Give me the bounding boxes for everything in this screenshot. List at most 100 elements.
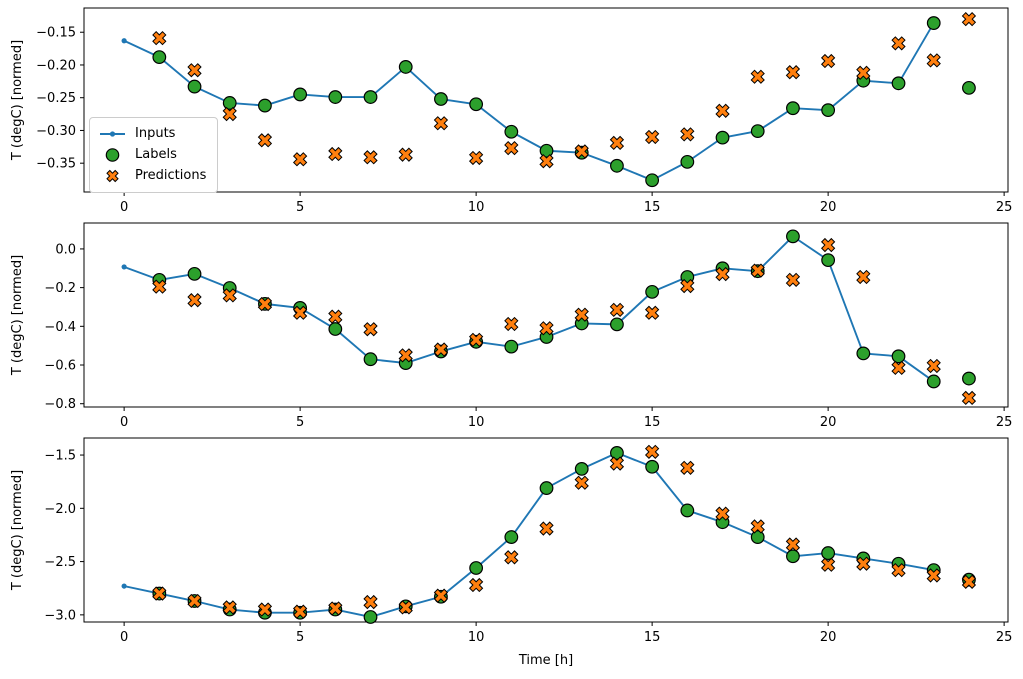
y-tick-label: −0.2 [44, 281, 76, 296]
y-tick-label: −1.5 [44, 449, 76, 464]
predictions-x-marker [891, 562, 906, 578]
labels-circle-marker [222, 96, 237, 110]
y-axis-label: T (degC) [normed] [10, 40, 25, 161]
labels-marker-series [152, 229, 976, 389]
labels-circle-marker [610, 158, 624, 173]
predictions-x-marker [292, 305, 308, 320]
predictions-x-marker [574, 475, 589, 490]
predictions-x-marker [891, 36, 906, 51]
predictions-x-marker [433, 342, 449, 357]
predictions-x-marker [328, 146, 343, 162]
labels-circle-marker [187, 79, 202, 94]
predictions-marker-series [152, 237, 977, 406]
inputs-line-series [121, 450, 937, 620]
predictions-x-marker [609, 456, 625, 471]
labels-circle-marker [715, 130, 730, 145]
labels-circle-marker [786, 549, 800, 564]
labels-circle-marker [750, 530, 765, 544]
predictions-x-marker [785, 272, 801, 288]
predictions-x-marker [398, 348, 413, 363]
inputs-line [123, 451, 934, 618]
labels-circle-marker [645, 459, 660, 474]
predictions-x-marker [539, 321, 554, 336]
predictions-x-marker [785, 65, 801, 80]
y-tick-label: −0.30 [36, 124, 76, 139]
labels-circle-marker [469, 561, 484, 575]
predictions-x-marker [820, 237, 836, 253]
labels-circle-marker [821, 253, 836, 268]
labels-circle-marker [434, 92, 448, 106]
predictions-x-marker [363, 594, 378, 610]
predictions-x-marker [961, 11, 977, 27]
predictions-x-marker [856, 65, 871, 80]
labels-circle-marker [645, 284, 660, 299]
labels-circle-marker [786, 101, 800, 116]
x-tick-label: 5 [296, 200, 304, 215]
predictions-x-marker [504, 140, 519, 156]
predictions-x-marker [292, 604, 308, 619]
predictions-x-marker [715, 103, 730, 118]
line-dot-icon [100, 131, 125, 137]
labels-circle-marker [258, 98, 272, 113]
y-tick-label: −2.5 [44, 555, 76, 570]
y-tick-label: 0.0 [55, 242, 76, 257]
labels-circle-marker [926, 16, 941, 30]
predictions-marker-series [152, 444, 977, 619]
predictions-x-marker [609, 302, 625, 318]
predictions-x-marker [539, 521, 554, 536]
predictions-x-marker [433, 588, 449, 603]
labels-circle-marker [891, 76, 906, 91]
predictions-x-marker [644, 444, 660, 459]
predictions-x-marker [468, 332, 484, 348]
legend-item-inputs: Inputs [99, 125, 206, 143]
y-axis-ticks: 0.0 −0.2 −0.4 −0.6 −0.8 [44, 242, 84, 412]
subplot-3: 0 5 10 15 20 25 −1.5 −2.0 −2.5 −3.0 T (degC) [norm… [10, 437, 1012, 668]
subplot-2: 0 5 10 15 20 25 0.0 −0.2 −0.4 −0.6 −0.8 T (degC) [n… [10, 222, 1012, 430]
labels-circle-marker [363, 90, 378, 104]
predictions-x-marker [504, 316, 519, 332]
plot-border [83, 437, 1009, 623]
x-tick-label: 10 [468, 415, 485, 430]
labels-circle-marker [504, 530, 519, 544]
circle-marker-icon [105, 148, 120, 162]
predictions-x-marker [328, 309, 343, 324]
inputs-line [123, 22, 935, 182]
predictions-x-marker [750, 519, 765, 534]
x-tick-label: 0 [120, 200, 128, 215]
predictions-x-marker [152, 30, 167, 46]
labels-circle-marker [363, 352, 378, 367]
x-tick-label: 20 [820, 630, 837, 645]
labels-circle-marker [645, 173, 660, 188]
y-axis-label: T (degC) [normed] [10, 470, 25, 591]
labels-circle-marker [856, 346, 871, 361]
predictions-x-marker [961, 390, 977, 406]
labels-circle-marker [363, 610, 378, 624]
subplot-1: 0 5 10 15 20 25 −0.15 −0.20 −0.25 −0.30 −0.35 T (de… [10, 7, 1012, 215]
labels-circle-marker [610, 446, 624, 460]
predictions-x-marker [363, 150, 378, 165]
y-axis-ticks: −0.15 −0.20 −0.25 −0.30 −0.35 [36, 26, 84, 172]
labels-circle-marker [187, 266, 202, 281]
predictions-x-marker [715, 506, 730, 521]
y-tick-label: −3.0 [44, 608, 76, 623]
labels-circle-marker [891, 349, 906, 364]
labels-circle-marker [469, 97, 484, 112]
x-tick-label: 0 [120, 415, 128, 430]
predictions-x-marker [926, 568, 941, 583]
predictions-x-marker [152, 279, 167, 294]
predictions-x-marker [644, 305, 660, 320]
labels-circle-marker [328, 90, 343, 104]
y-tick-label: −0.8 [44, 397, 76, 412]
predictions-x-marker [926, 358, 941, 374]
labels-circle-marker [750, 124, 765, 139]
labels-circle-marker [926, 374, 941, 389]
labels-circle-marker [539, 143, 554, 158]
x-tick-label: 15 [644, 630, 661, 645]
labels-circle-marker [539, 481, 554, 495]
legend-label: Labels [135, 147, 177, 162]
predictions-x-marker [257, 296, 273, 312]
predictions-x-marker [961, 574, 977, 589]
labels-circle-marker [328, 322, 343, 336]
x-axis-ticks: 0 5 10 15 20 25 [120, 192, 1012, 215]
labels-circle-marker [504, 124, 519, 139]
